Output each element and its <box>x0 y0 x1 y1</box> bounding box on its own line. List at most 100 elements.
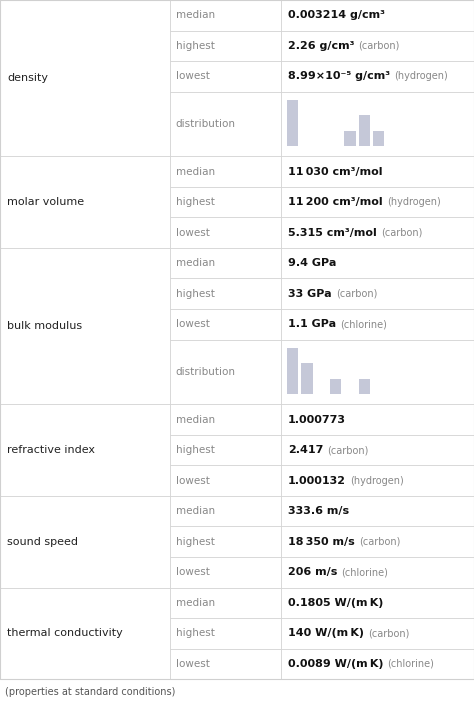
Text: median: median <box>176 11 215 20</box>
Text: (carbon): (carbon) <box>336 289 377 299</box>
Bar <box>281 618 474 649</box>
Bar <box>281 278 474 309</box>
Bar <box>170 0 281 30</box>
Bar <box>345 130 356 147</box>
Text: 0.1805 W/(m K): 0.1805 W/(m K) <box>288 598 383 608</box>
Text: 2.417: 2.417 <box>288 445 323 455</box>
Bar <box>0 496 170 587</box>
Bar <box>170 435 281 465</box>
Bar <box>0 404 170 496</box>
Bar <box>170 217 281 248</box>
Text: (chlorine): (chlorine) <box>340 319 387 329</box>
Text: 140 W/(m K): 140 W/(m K) <box>288 628 364 638</box>
Text: 1.000773: 1.000773 <box>288 415 346 424</box>
Bar <box>281 527 474 557</box>
Bar <box>170 248 281 278</box>
Bar <box>281 649 474 679</box>
Text: highest: highest <box>176 445 215 455</box>
Text: median: median <box>176 506 215 516</box>
Bar <box>170 157 281 187</box>
Bar <box>170 649 281 679</box>
Bar <box>281 435 474 465</box>
Text: lowest: lowest <box>176 659 210 669</box>
Text: (properties at standard conditions): (properties at standard conditions) <box>5 687 175 697</box>
Text: (carbon): (carbon) <box>328 445 369 455</box>
Text: highest: highest <box>176 197 215 207</box>
Bar <box>330 379 341 394</box>
Bar <box>281 496 474 527</box>
Bar <box>281 248 474 278</box>
Text: lowest: lowest <box>176 228 210 238</box>
Bar <box>170 465 281 496</box>
Text: 1.1 GPa: 1.1 GPa <box>288 319 336 329</box>
Bar <box>281 404 474 435</box>
Bar <box>170 309 281 340</box>
Text: distribution: distribution <box>176 367 236 377</box>
Bar <box>0 157 170 248</box>
Bar <box>281 557 474 587</box>
Text: 0.0089 W/(m K): 0.0089 W/(m K) <box>288 659 383 669</box>
Bar <box>0 248 170 404</box>
Text: (carbon): (carbon) <box>381 228 422 238</box>
Bar <box>0 587 170 679</box>
Bar <box>287 348 298 394</box>
Text: (chlorine): (chlorine) <box>341 568 388 577</box>
Bar <box>359 115 370 147</box>
Bar <box>170 587 281 618</box>
Text: (carbon): (carbon) <box>359 537 400 546</box>
Bar <box>287 99 298 147</box>
Bar <box>170 278 281 309</box>
Text: (carbon): (carbon) <box>359 41 400 51</box>
Bar <box>170 496 281 527</box>
Bar <box>281 30 474 61</box>
Bar <box>170 618 281 649</box>
Text: 9.4 GPa: 9.4 GPa <box>288 258 337 268</box>
Bar <box>170 30 281 61</box>
Bar <box>170 340 281 404</box>
Text: (hydrogen): (hydrogen) <box>387 197 440 207</box>
Text: refractive index: refractive index <box>7 445 95 455</box>
Text: 11 200 cm³/mol: 11 200 cm³/mol <box>288 197 383 207</box>
Text: density: density <box>7 73 48 83</box>
Bar <box>170 557 281 587</box>
Text: lowest: lowest <box>176 71 210 81</box>
Text: 0.003214 g/cm³: 0.003214 g/cm³ <box>288 11 385 20</box>
Text: 2.26 g/cm³: 2.26 g/cm³ <box>288 41 355 51</box>
Bar <box>373 130 384 147</box>
Text: median: median <box>176 258 215 268</box>
Text: (hydrogen): (hydrogen) <box>350 476 404 486</box>
Text: highest: highest <box>176 289 215 299</box>
Text: bulk modulus: bulk modulus <box>7 321 82 331</box>
Text: median: median <box>176 166 215 177</box>
Text: lowest: lowest <box>176 319 210 329</box>
Text: 1.000132: 1.000132 <box>288 476 346 486</box>
Bar <box>170 92 281 157</box>
Bar <box>281 157 474 187</box>
Text: 33 GPa: 33 GPa <box>288 289 332 299</box>
Text: (chlorine): (chlorine) <box>388 659 435 669</box>
Text: 5.315 cm³/mol: 5.315 cm³/mol <box>288 228 377 238</box>
Bar <box>281 587 474 618</box>
Text: distribution: distribution <box>176 119 236 129</box>
Text: lowest: lowest <box>176 476 210 486</box>
Bar <box>281 61 474 92</box>
Bar <box>281 465 474 496</box>
Text: molar volume: molar volume <box>7 197 84 207</box>
Bar <box>281 187 474 217</box>
Text: 333.6 m/s: 333.6 m/s <box>288 506 349 516</box>
Text: thermal conductivity: thermal conductivity <box>7 628 123 638</box>
Bar <box>170 61 281 92</box>
Text: 8.99×10⁻⁵ g/cm³: 8.99×10⁻⁵ g/cm³ <box>288 71 390 81</box>
Bar <box>281 217 474 248</box>
Text: (carbon): (carbon) <box>368 628 410 638</box>
Bar <box>281 0 474 30</box>
Bar <box>170 187 281 217</box>
Bar <box>0 0 170 157</box>
Text: highest: highest <box>176 537 215 546</box>
Text: 18 350 m/s: 18 350 m/s <box>288 537 355 546</box>
Bar <box>170 527 281 557</box>
Text: sound speed: sound speed <box>7 537 78 546</box>
Bar <box>301 363 312 394</box>
Text: 206 m/s: 206 m/s <box>288 568 337 577</box>
Text: 11 030 cm³/mol: 11 030 cm³/mol <box>288 166 383 177</box>
